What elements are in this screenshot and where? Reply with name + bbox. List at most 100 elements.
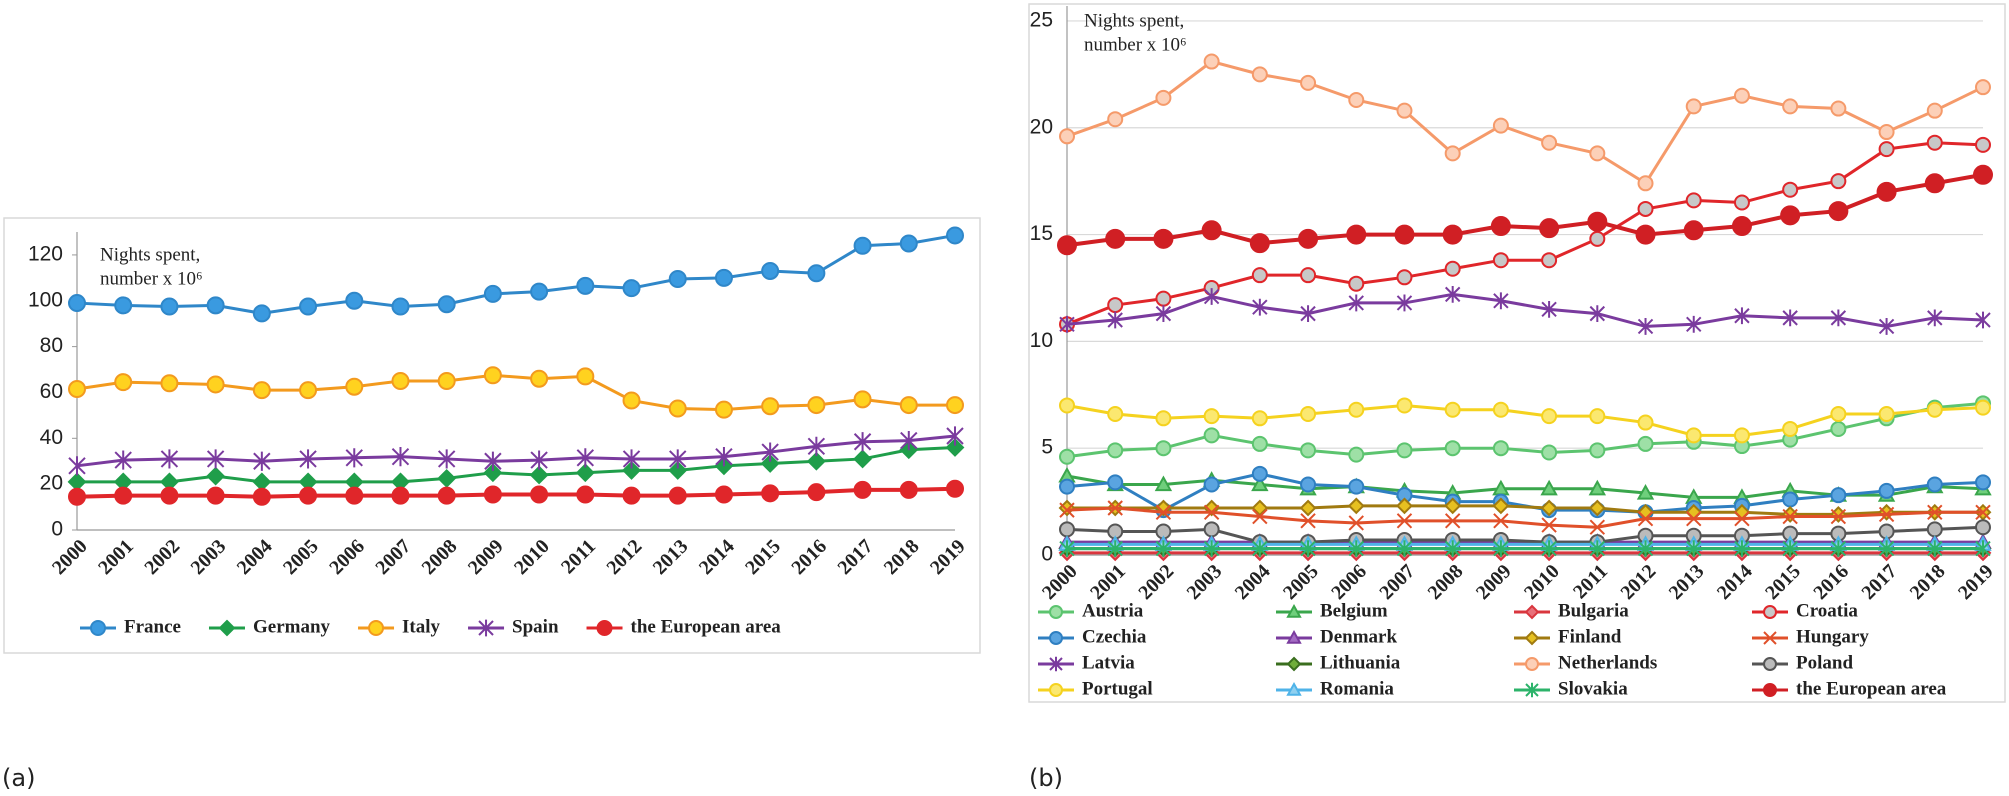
marker [160, 449, 179, 469]
panel-frame [1028, 3, 2006, 703]
marker [1107, 474, 1124, 491]
marker [218, 619, 236, 637]
marker [206, 466, 226, 486]
marker [1782, 491, 1799, 508]
marker [1059, 521, 1075, 538]
marker [1975, 519, 1991, 536]
marker [1492, 117, 1509, 134]
legend-label: Romania [1320, 678, 1394, 699]
marker [1782, 540, 1798, 557]
legend-label: Poland [1796, 652, 1853, 673]
marker [1444, 513, 1461, 529]
series-line [1066, 59, 1984, 186]
marker [669, 449, 687, 469]
marker [900, 431, 918, 451]
marker [1203, 427, 1220, 444]
marker [1926, 401, 1943, 418]
marker [853, 432, 872, 452]
marker [1525, 657, 1539, 671]
marker [484, 451, 502, 471]
marker [1975, 504, 1991, 520]
legend-label: France [124, 616, 181, 637]
marker [1924, 173, 1945, 194]
y-tick-label: 10 [1030, 329, 1053, 352]
marker [345, 448, 363, 468]
marker [1637, 200, 1654, 217]
marker [946, 226, 964, 245]
marker [576, 276, 595, 295]
marker [206, 486, 225, 505]
marker [1588, 479, 1607, 496]
marker [1300, 406, 1317, 423]
marker [1636, 483, 1655, 500]
marker [252, 304, 271, 323]
marker [1396, 294, 1413, 312]
marker [715, 447, 733, 467]
marker [1155, 290, 1172, 307]
annotation: Nights spent, [100, 244, 200, 265]
marker [899, 480, 918, 499]
series-line [1066, 525, 1984, 544]
marker [1782, 181, 1799, 198]
marker [714, 268, 733, 287]
marker [483, 284, 502, 303]
marker [1107, 297, 1124, 314]
legend-label: Bulgaria [1558, 600, 1629, 621]
legend-label: Hungary [1796, 626, 1869, 647]
marker [807, 396, 826, 415]
marker [1588, 499, 1606, 517]
series-line [1066, 401, 1984, 459]
marker [1203, 476, 1220, 493]
marker [1763, 605, 1777, 619]
marker [1524, 604, 1540, 620]
marker [575, 463, 595, 483]
legend-label: the European area [1796, 678, 1947, 699]
y-tick-label: 0 [51, 518, 63, 541]
y-tick-label: 40 [40, 426, 63, 449]
marker [1878, 124, 1895, 141]
marker [1396, 102, 1413, 119]
legend-label: Italy [402, 616, 441, 637]
panel-caption: (a) [2, 764, 35, 792]
legend-label: Germany [253, 616, 331, 637]
marker [1107, 111, 1124, 128]
y-tick-label: 100 [28, 288, 63, 311]
marker [1589, 408, 1606, 425]
marker [391, 447, 410, 467]
marker [622, 391, 641, 410]
marker [1444, 285, 1461, 303]
marker [437, 469, 457, 488]
marker [1975, 79, 1991, 96]
marker [1782, 420, 1799, 437]
marker [1252, 508, 1268, 525]
legend-label: Denmark [1320, 626, 1397, 647]
marker [1396, 397, 1413, 414]
marker [530, 450, 548, 470]
legend-label: Czechia [1082, 626, 1147, 647]
marker [1733, 87, 1750, 104]
marker [1830, 100, 1847, 117]
y-tick-label: 15 [1030, 222, 1053, 245]
marker [1780, 205, 1801, 226]
marker [1155, 305, 1172, 323]
marker [1686, 540, 1702, 557]
marker [1348, 294, 1364, 312]
legend-label: Finland [1558, 626, 1622, 647]
marker [1975, 399, 1991, 416]
marker [1975, 540, 1991, 557]
marker [1286, 656, 1302, 672]
legend-label: Belgium [1320, 600, 1388, 621]
marker [206, 375, 225, 394]
marker [1049, 656, 1063, 672]
marker [1927, 504, 1943, 520]
marker [1876, 181, 1897, 202]
marker [576, 448, 595, 468]
y-tick-label: 60 [40, 380, 63, 403]
marker [483, 485, 502, 504]
marker [1251, 435, 1268, 452]
marker [299, 297, 318, 316]
marker [1153, 228, 1174, 249]
marker [299, 449, 317, 469]
marker [1203, 408, 1220, 425]
marker [1525, 682, 1539, 698]
